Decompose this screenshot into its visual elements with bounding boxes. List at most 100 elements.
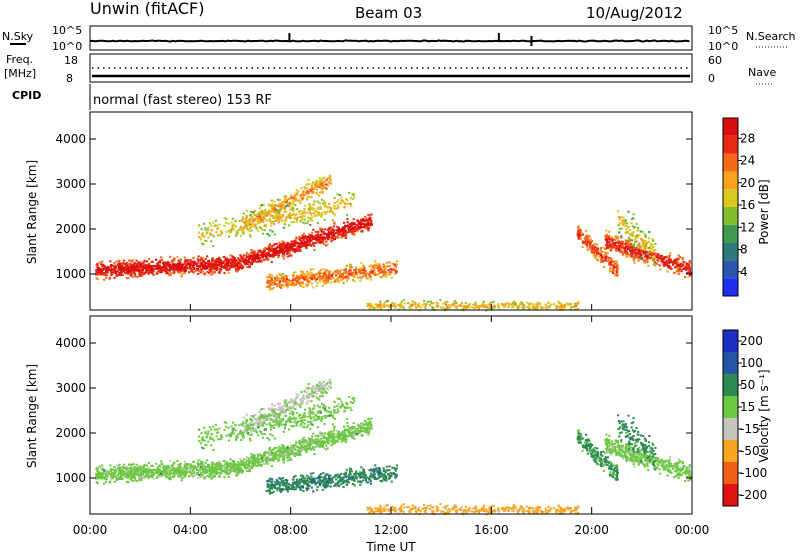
power-cell: [256, 213, 259, 216]
power-cell: [303, 212, 306, 215]
power-cell: [345, 202, 348, 205]
power-cell: [362, 275, 365, 278]
power-cell: [336, 278, 339, 280]
power-cell: [336, 193, 339, 196]
power-scatter: [95, 174, 692, 312]
velocity-cell: [132, 463, 135, 466]
velocity-cell: [124, 471, 127, 474]
power-cell: [587, 240, 590, 243]
power-cell: [615, 250, 618, 252]
power-cell: [115, 260, 118, 263]
power-cell: [636, 234, 639, 237]
power-cell: [165, 272, 168, 275]
noise-left-label: N.Sky: [2, 30, 34, 43]
power-cell: [357, 221, 360, 224]
power-cell: [373, 272, 376, 275]
power-cell: [610, 259, 613, 262]
power-cell: [283, 254, 286, 257]
power-cell: [166, 272, 169, 275]
power-cell: [625, 228, 628, 231]
noise-left-tick-top: 10^5: [52, 24, 82, 37]
power-cell: [245, 254, 248, 257]
power-cell: [373, 269, 376, 272]
velocity-cell: [103, 477, 107, 480]
beam-title: Beam 03: [355, 4, 422, 22]
power-cell: [641, 244, 644, 247]
power-cell: [300, 270, 303, 273]
power-cell: [645, 255, 648, 258]
power-cell: [317, 230, 320, 233]
power-cell: [199, 265, 202, 268]
power-cell: [294, 249, 297, 252]
power-cell: [310, 244, 313, 247]
velocity-cell: [162, 468, 166, 471]
power-cell: [120, 271, 123, 274]
power-cell: [326, 177, 329, 180]
power-cell: [320, 236, 323, 239]
velocity-cell: [135, 466, 138, 469]
power-cell: [324, 238, 327, 240]
power-cell: [310, 274, 313, 277]
power-cell: [332, 212, 335, 215]
power-cell: [326, 234, 329, 236]
velocity-cell: [233, 469, 236, 472]
power-cell: [164, 264, 167, 267]
power-cell: [545, 307, 548, 310]
power-cell: [307, 190, 310, 193]
power-cell: [346, 202, 349, 205]
power-cell: [608, 235, 611, 238]
power-cell: [681, 258, 684, 261]
power-cell: [393, 264, 396, 267]
power-cell: [288, 252, 291, 255]
power-cell: [280, 284, 283, 287]
power-cell: [327, 206, 330, 209]
power-cell: [548, 306, 551, 309]
power-cell: [298, 235, 301, 238]
power-cell: [536, 307, 539, 310]
power-cell: [525, 305, 528, 308]
power-cell: [286, 286, 289, 289]
power-cell: [542, 307, 545, 309]
power-cell: [578, 232, 581, 235]
power-cell: [319, 227, 322, 230]
power-cell: [370, 213, 373, 216]
power-cell: [139, 272, 142, 275]
velocity-cell: [220, 467, 223, 470]
velocity-cell: [152, 477, 155, 480]
power-cell: [340, 274, 343, 277]
power-cell: [263, 215, 266, 218]
power-cell: [599, 249, 602, 252]
power-cell: [169, 267, 172, 270]
power-cell: [235, 233, 238, 236]
power-cell: [291, 282, 294, 285]
power-cell: [330, 237, 333, 240]
power-cell: [630, 246, 633, 249]
power-cell: [308, 183, 311, 186]
velocity-cell: [168, 468, 171, 471]
power-cell: [626, 244, 629, 246]
power-cell: [325, 277, 329, 280]
power-cell: [368, 265, 371, 268]
power-cell: [646, 261, 649, 264]
power-cell: [519, 303, 522, 306]
velocity-cell: [219, 473, 222, 476]
power-cell: [259, 253, 262, 256]
power-cell: [337, 228, 340, 231]
power-cell: [616, 264, 619, 267]
power-cell: [609, 247, 612, 250]
power-cell: [559, 305, 562, 308]
power-cell: [315, 188, 319, 191]
power-cell: [254, 255, 257, 258]
power-cell: [257, 256, 260, 259]
power-cell: [158, 269, 161, 272]
power-cell: [231, 226, 235, 229]
power-cell: [642, 252, 645, 255]
power-cell: [574, 302, 577, 305]
power-cell: [599, 259, 602, 262]
power-cell: [131, 269, 134, 272]
power-cell: [624, 232, 627, 234]
power-cell: [197, 259, 200, 262]
power-cell: [353, 233, 356, 236]
power-cell: [650, 243, 654, 246]
freq-label-1: Freq.: [6, 53, 33, 66]
